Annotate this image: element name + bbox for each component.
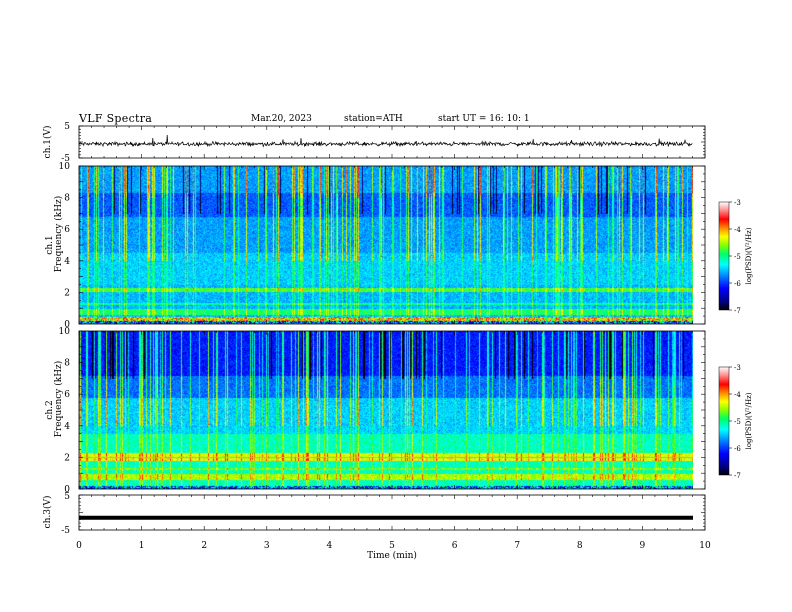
time-tick-label: 10: [699, 541, 711, 551]
waveform-ch3-frame: [78, 494, 706, 531]
frequency-tick-label: 8: [64, 359, 70, 369]
date-label: Mar.20, 2023: [251, 114, 312, 124]
waveform-ch3-panel: 5 -5 ch.3(V): [42, 492, 706, 536]
time-tick-label: 8: [577, 541, 583, 551]
ch3-ytick-top: 5: [64, 492, 70, 502]
time-tick-label: 9: [640, 541, 646, 551]
ch2-spec-ylabel-line2: Frequency (kHz): [53, 361, 64, 438]
colorbar-tick-label: -3: [734, 199, 741, 207]
time-tick-label: 4: [327, 541, 333, 551]
colorbar-ch2: [718, 366, 730, 476]
waveform-ch1-line: [78, 134, 693, 148]
time-tick-label: 1: [139, 541, 145, 551]
ch1-spec-ylabel-line1: ch.1: [45, 235, 55, 254]
frequency-tick-label: 0: [64, 485, 70, 495]
colorbar-ch2-label: log(PSD)(V²/Hz): [745, 392, 753, 449]
station-label: station=ATH: [344, 114, 403, 124]
spectrogram-ch1-image: [79, 166, 693, 324]
colorbar-tick-label: -4: [734, 226, 741, 234]
ch1-spec-ylabel-line2: Frequency (kHz): [53, 196, 64, 273]
time-tick-label: 2: [201, 541, 207, 551]
time-tick-label: 3: [264, 541, 270, 551]
time-axis-label: Time (min): [367, 550, 417, 561]
frequency-tick-label: 8: [64, 194, 70, 204]
time-tick-label: 6: [452, 541, 458, 551]
colorbar-tick-label: -6: [734, 280, 741, 288]
ch3-waveform-ylabel: ch.3(V): [42, 496, 53, 529]
colorbar-tick-label: -5: [734, 253, 741, 261]
frequency-tick-label: 2: [64, 288, 70, 298]
waveform-ch1-panel: 5 -5 ch.1(V): [42, 122, 706, 164]
frequency-tick-label: 4: [64, 422, 70, 432]
frequency-tick-label: 0: [64, 320, 70, 330]
frequency-tick-label: 4: [64, 257, 70, 267]
ch3-ytick-bottom: -5: [61, 526, 70, 536]
waveform-ch1-frame: [78, 125, 706, 159]
frequency-tick-label: 10: [59, 162, 71, 172]
colorbar-ch1-label: log(PSD)(V²/Hz): [745, 227, 753, 284]
spectrogram-ch2-image: [79, 331, 693, 489]
time-axis: 0 1 2 3 4 5 6 7 8 9 10: [76, 541, 711, 551]
colorbar-tick-label: -5: [734, 418, 741, 426]
figure-title: VLF Spectra: [79, 112, 153, 125]
time-tick-label: 0: [76, 541, 82, 551]
colorbar-tick-label: -6: [734, 445, 741, 453]
ch1-ytick-top: 5: [64, 122, 70, 132]
colorbar-tick-label: -7: [734, 472, 741, 480]
ch2-spec-ylabel-line1: ch.2: [45, 400, 55, 419]
start-time-label: start UT = 16: 10: 1: [438, 114, 530, 124]
colorbar-tick-label: -3: [734, 364, 741, 372]
ch1-ytick-bottom: -5: [61, 154, 70, 164]
time-tick-label: 7: [514, 541, 520, 551]
colorbar-tick-label: -7: [734, 307, 741, 315]
frequency-tick-label: 6: [64, 225, 70, 235]
colorbar-ch1: [718, 201, 730, 311]
frequency-tick-label: 10: [59, 327, 71, 337]
frequency-tick-label: 6: [64, 390, 70, 400]
colorbar-tick-label: -4: [734, 391, 741, 399]
time-tick-label: 5: [389, 541, 395, 551]
ch1-waveform-ylabel: ch.1(V): [42, 126, 53, 159]
frequency-tick-label: 2: [64, 453, 70, 463]
